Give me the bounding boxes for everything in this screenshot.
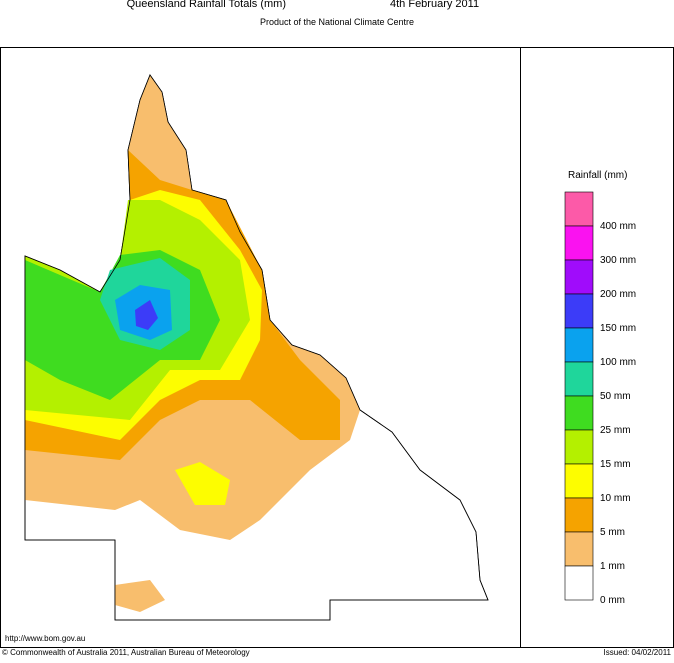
legend-label: 300 mm [600,255,636,266]
legend-swatch [564,259,594,295]
legend-swatch [564,293,594,329]
legend-swatch [564,327,594,363]
issued: Issued: 04/02/2011 [604,648,672,657]
legend-label: 200 mm [600,289,636,300]
legend-label: 25 mm [600,425,631,436]
title: Queensland Rainfall Totals (mm) [127,0,286,10]
subtitle: Product of the National Climate Centre [260,17,414,27]
legend-swatch [564,497,594,533]
url: http://www.bom.gov.au [5,634,85,643]
legend: 400 mm 300 mm 200 mm 150 mm 100 mm 50 mm 25 mm… [564,191,636,606]
copyright: © Commonwealth of Australia 2011, Austra… [2,648,250,657]
legend-label: 15 mm [600,459,631,470]
legend-swatch [564,395,594,431]
legend-swatch [564,565,594,601]
legend-swatch [564,361,594,397]
legend-title: Rainfall (mm) [568,170,627,181]
legend-label: 5 mm [600,527,625,538]
legend-label: 50 mm [600,391,631,402]
legend-swatch [564,225,594,261]
legend-label: 1 mm [600,561,625,572]
legend-swatch [564,531,594,567]
legend-swatch [564,463,594,499]
legend-label: 400 mm [600,221,636,232]
legend-label: 100 mm [600,357,636,368]
legend-swatch [564,429,594,465]
legend-label: 10 mm [600,493,631,504]
legend-label: 150 mm [600,323,636,334]
legend-swatch [564,191,594,227]
date: 4th February 2011 [390,0,479,10]
legend-label: 0 mm [600,595,625,606]
map [24,74,489,621]
